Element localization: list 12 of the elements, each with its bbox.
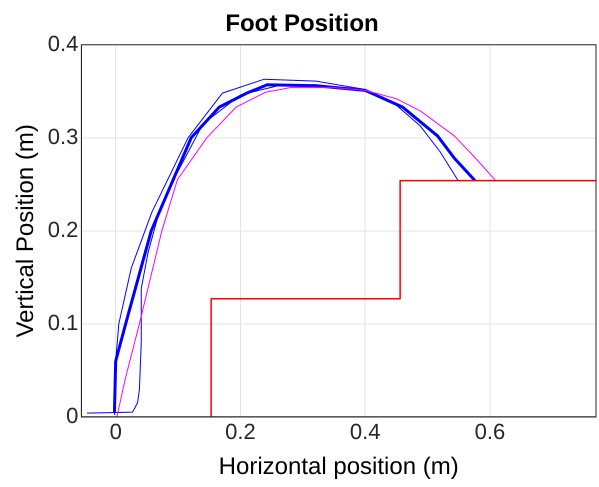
x-tick-label: 0 xyxy=(110,419,122,444)
y-tick-label: 0.4 xyxy=(48,30,78,56)
x-tick-label: 0.6 xyxy=(474,419,506,444)
chart-title: Foot Position xyxy=(225,10,379,38)
x-tick-label: 0.2 xyxy=(225,419,256,444)
y-tick-label: 0.2 xyxy=(48,216,78,242)
y-axis-title: Vertical Position (m) xyxy=(12,124,40,338)
y-tick-label: 0.3 xyxy=(48,124,78,149)
y-tick-label: 0 xyxy=(66,402,78,428)
x-tick-label: 0.4 xyxy=(350,419,380,444)
y-tick-label: 0.1 xyxy=(48,310,78,335)
x-axis-title: Horizontal position (m) xyxy=(218,453,459,480)
